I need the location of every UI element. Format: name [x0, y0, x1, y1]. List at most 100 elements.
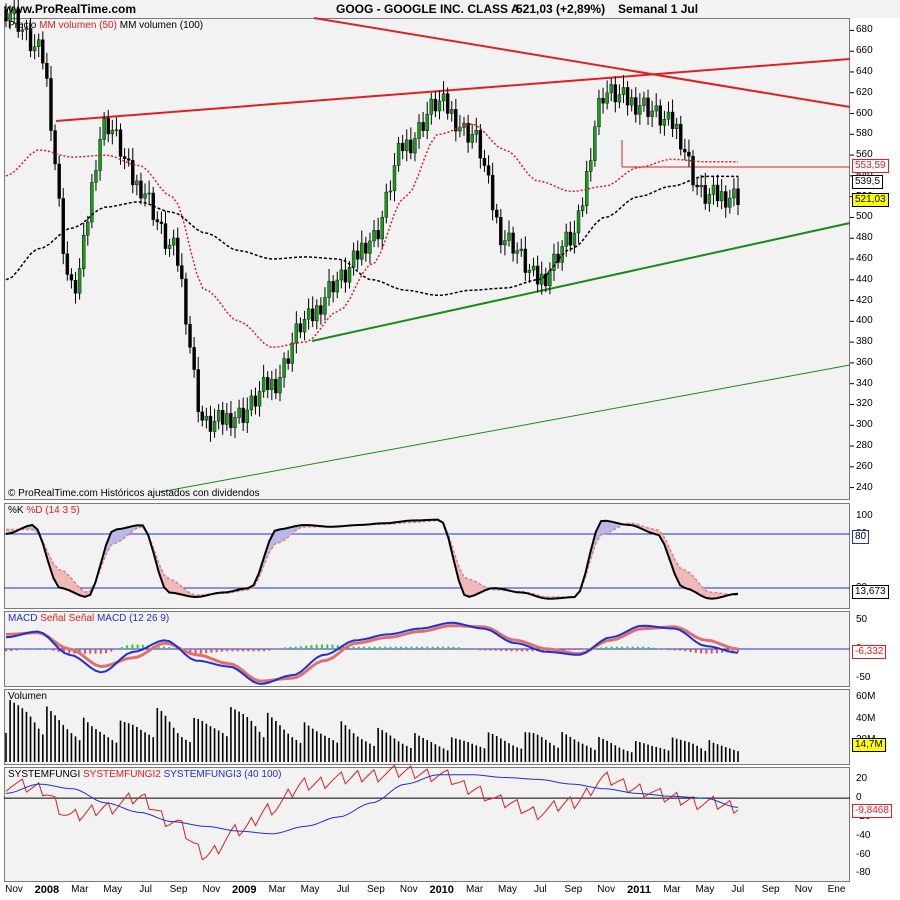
x-axis-label: May	[695, 884, 715, 895]
price-candle-body	[580, 205, 585, 211]
price-candle-body	[106, 118, 110, 135]
site-name[interactable]: www.ProRealTime.com	[4, 2, 137, 16]
systemfungi-legend: SYSTEMFUNGI SYSTEMFUNGI2 SYSTEMFUNGI3 (4…	[8, 769, 281, 780]
price-y-tick-label: 340	[856, 377, 873, 389]
price-candle-body	[388, 190, 393, 193]
price-legend: Precio MM volumen (50) MM volumen (100)	[8, 20, 203, 31]
price-footnote: © ProRealTime.com Históricos ajustados c…	[8, 488, 260, 499]
stoch-fill-segment	[690, 573, 696, 593]
macd-y-tick-label: 50	[856, 613, 868, 625]
price-candle-body	[355, 250, 360, 260]
price-y-tick-label: 600	[856, 107, 873, 119]
price-candle-body	[617, 94, 622, 103]
x-axis-label: 2009	[232, 884, 257, 896]
price-candle-body	[245, 409, 249, 423]
price-candle-body	[28, 28, 33, 52]
price-candle-body	[155, 219, 160, 223]
price-candle-body	[216, 410, 221, 422]
x-axis-label: Nov	[5, 884, 23, 895]
badge-stoch-80: 80	[852, 530, 870, 544]
price-candle-body	[90, 182, 94, 223]
price-candle-body	[360, 242, 364, 260]
stoch-fill-segment	[469, 579, 475, 597]
badge-macd-value: -6,332	[852, 645, 887, 659]
price-candle-body	[413, 138, 417, 154]
price-candle-body	[167, 244, 172, 249]
price-candle-body	[437, 100, 442, 112]
price-candle-body	[110, 129, 115, 135]
price-candle-body	[507, 232, 511, 241]
price-y-tick-label: 360	[856, 356, 873, 368]
badge-volume-value: 14,7M	[852, 738, 886, 752]
price-candle-body	[707, 194, 712, 204]
price-candle-body	[114, 129, 119, 131]
price-candle-body	[425, 114, 429, 131]
x-axis-label: May	[498, 884, 517, 895]
systemfungi-panel[interactable]	[4, 767, 850, 882]
price-candle-body	[638, 105, 642, 115]
price-candle-body	[282, 358, 286, 378]
price-candle-body	[351, 250, 356, 268]
x-axis-label: Ene	[827, 884, 846, 895]
price-candle-body	[683, 148, 687, 153]
systemfungi-y-tick-label: 20	[856, 773, 868, 785]
stoch-fill-segment	[116, 528, 122, 543]
support-line	[311, 222, 851, 342]
price-y-tick-label: 380	[856, 336, 873, 348]
price-candle-body	[695, 184, 699, 188]
price-candle-body	[405, 139, 409, 152]
price-candle-body	[699, 185, 703, 188]
price-candle-body	[511, 232, 515, 254]
price-candle-body	[486, 165, 491, 176]
stoch-fill-segment	[474, 581, 480, 596]
badge-price-value: 521,03	[852, 193, 889, 207]
price-candle-body	[597, 97, 601, 127]
price-candle-body	[302, 319, 307, 333]
price-candle-body	[12, 8, 16, 14]
price-candle-body	[380, 216, 384, 240]
price-candle-body	[24, 28, 29, 31]
legend-systemfungi: SYSTEMFUNGI	[8, 769, 81, 780]
legend-price: Precio	[8, 20, 37, 31]
x-axis-label: May	[300, 884, 320, 895]
stoch-fill-segment	[58, 569, 64, 589]
price-candle-body	[568, 231, 573, 246]
price-candle-body	[135, 180, 139, 186]
price-candle-body	[270, 378, 274, 390]
x-axis-label: Nov	[597, 884, 616, 895]
price-candle-body	[732, 188, 736, 199]
x-axis-label: Mar	[268, 884, 286, 895]
price-candle-body	[45, 63, 49, 79]
x-axis-label: May	[103, 884, 123, 895]
price-candle-body	[192, 347, 196, 370]
systemfungi3-line	[5, 774, 739, 835]
x-axis-label: Sep	[564, 884, 583, 895]
price-candle-body	[184, 278, 188, 325]
price-y-tick-label: 400	[856, 315, 873, 327]
price-candle-body	[634, 97, 638, 115]
price-y-tick-label: 680	[856, 24, 873, 36]
x-axis-label: Nov	[202, 884, 221, 895]
x-axis-label: 2010	[429, 884, 454, 896]
price-candle-body	[679, 123, 683, 150]
price-panel[interactable]	[4, 18, 850, 500]
stoch-fill	[6, 519, 738, 599]
price-candle-body	[535, 265, 540, 285]
price-candle-body	[613, 84, 618, 103]
price-candle-body	[323, 297, 327, 315]
price-candle-body	[384, 191, 389, 218]
badge-stoch-value: 13,673	[852, 585, 889, 599]
price-candle-body	[253, 395, 258, 407]
price-candle-body	[102, 118, 106, 140]
price-y-tick-label: 560	[856, 149, 873, 161]
price-candle-body	[433, 98, 438, 112]
legend-macd: MACD	[8, 613, 38, 624]
price-candle-body	[589, 160, 593, 172]
price-candle-body	[552, 253, 556, 271]
price-candle-body	[564, 231, 568, 247]
price-y-tick-label: 460	[856, 253, 873, 264]
price-candle-body	[237, 407, 241, 418]
price-candle-body	[482, 158, 487, 166]
price-candle-body	[364, 242, 368, 254]
